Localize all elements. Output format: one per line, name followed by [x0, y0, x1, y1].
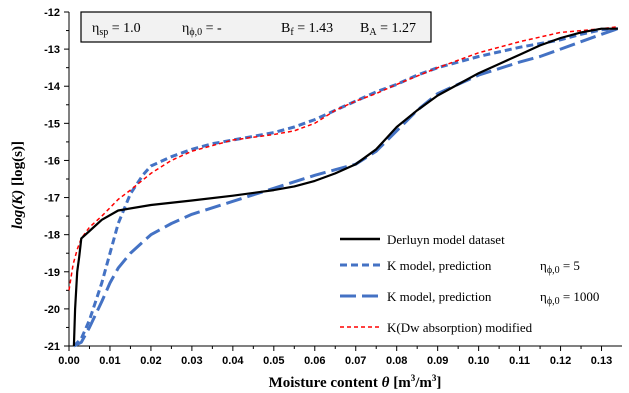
x-tick-label: 0.00	[58, 355, 79, 367]
x-axis-title: Moisture content θ [m3/m3]	[269, 373, 442, 391]
legend-label-dw-absorption: K(Dw absorption) modified	[387, 320, 533, 335]
parameter-box: ηsp = 1.0 ηϕ,0 = - Bf = 1.43 BA = 1.27	[80, 11, 432, 43]
axes: 0.00 0.01 0.02 0.03 0.04 0.05 0.06 0.07 0.08 0.09…	[44, 7, 622, 367]
param-eta-phi: ηϕ,0 = -	[182, 21, 222, 38]
y-tick-label: -16	[44, 155, 60, 167]
y-tick-label: -13	[44, 44, 60, 56]
x-tick-label: 0.12	[550, 355, 571, 367]
x-tick-label: 0.10	[468, 355, 489, 367]
y-tick-label: -19	[44, 267, 60, 279]
legend: Derluyn model dataset K model, predictio…	[340, 232, 599, 335]
series-layer	[68, 26, 619, 348]
y-tick-label: -18	[44, 230, 60, 242]
y-tick-label: -20	[44, 304, 60, 316]
x-tick-label: 0.08	[386, 355, 407, 367]
x-tick-label: 0.04	[222, 355, 244, 367]
x-ticks: 0.00 0.01 0.02 0.03 0.04 0.05 0.06 0.07 0.08 0.09…	[58, 346, 612, 367]
legend-annotation-k-model-1000: ηϕ,0 = 1000	[540, 289, 599, 307]
x-tick-label: 0.03	[181, 355, 202, 367]
legend-label-k-model-5: K model, prediction	[387, 258, 492, 273]
param-ba: BA = 1.27	[360, 21, 416, 38]
parameter-box-frame	[80, 11, 432, 43]
x-tick-label: 0.11	[509, 355, 530, 367]
y-ticks: -12 -13 -14 -15 -16 -17 -18 -19 -20 -21	[44, 7, 69, 353]
y-tick-label: -21	[44, 341, 60, 353]
y-tick-label: -14	[44, 81, 61, 93]
legend-annotation-k-model-5: ηϕ,0 = 5	[540, 258, 580, 276]
param-bf: Bf = 1.43	[281, 21, 333, 38]
series-derluyn-line	[72, 27, 618, 347]
legend-label-derluyn: Derluyn model dataset	[387, 232, 505, 247]
y-tick-label: -17	[44, 193, 60, 205]
y-axis-title: log(K) [log(s)]	[10, 141, 26, 229]
x-tick-label: 0.02	[140, 355, 161, 367]
legend-label-k-model-1000: K model, prediction	[387, 289, 492, 304]
x-tick-label: 0.09	[427, 355, 448, 367]
series-k-model-5-line	[72, 27, 619, 348]
x-tick-label: 0.05	[263, 355, 284, 367]
series-k-model-1000-line	[73, 27, 619, 348]
y-tick-label: -12	[44, 7, 60, 19]
x-tick-label: 0.13	[591, 355, 612, 367]
x-tick-label: 0.06	[304, 355, 325, 367]
param-eta-sp: ηsp = 1.0	[92, 21, 141, 38]
x-tick-label: 0.07	[345, 355, 366, 367]
x-tick-label: 0.01	[99, 355, 120, 367]
series-dw-absorption-line	[68, 26, 618, 291]
y-tick-label: -15	[44, 118, 60, 130]
